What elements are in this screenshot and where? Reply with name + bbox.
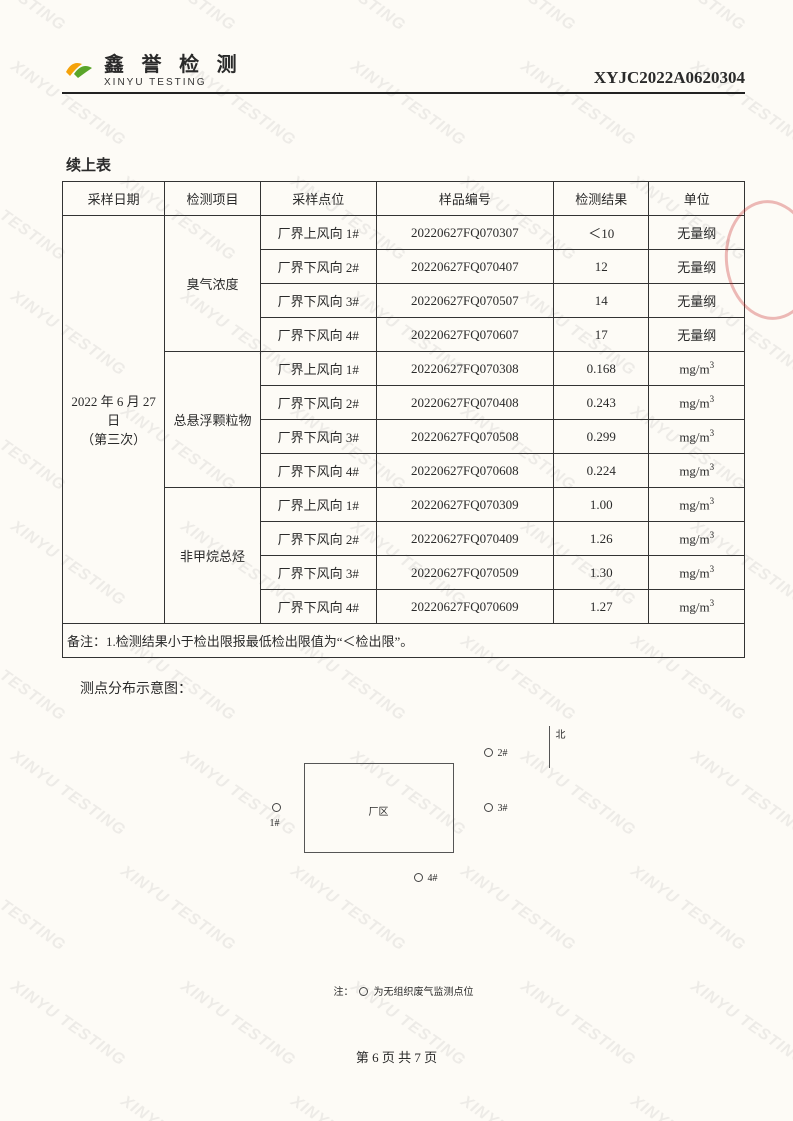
legend-circle-icon bbox=[359, 987, 368, 996]
brand-text: 鑫 誉 检 测 XINYU TESTING bbox=[104, 48, 243, 88]
factory-label: 厂区 bbox=[369, 803, 389, 818]
point-1-label: 1# bbox=[270, 818, 280, 829]
item-cell: 总悬浮颗粒物 bbox=[165, 352, 260, 488]
result-cell: 17 bbox=[554, 318, 649, 352]
note-row: 备注：1.检测结果小于检出限报最低检出限值为“＜检出限”。 bbox=[63, 624, 745, 658]
brand-logo-icon bbox=[62, 54, 96, 82]
unit-cell: mg/m3 bbox=[649, 488, 745, 522]
point-3-label: 3# bbox=[498, 803, 508, 814]
page-footer: 第 6 页 共 7 页 bbox=[0, 1047, 793, 1066]
sample-cell: 20220627FQ070508 bbox=[376, 420, 553, 454]
point-cell: 厂界下风向 2# bbox=[260, 386, 376, 420]
sample-cell: 20220627FQ070408 bbox=[376, 386, 553, 420]
point-cell: 厂界上风向 1# bbox=[260, 488, 376, 522]
sample-cell: 20220627FQ070507 bbox=[376, 284, 553, 318]
point-2-icon bbox=[484, 748, 493, 757]
result-cell: 1.30 bbox=[554, 556, 649, 590]
point-cell: 厂界上风向 1# bbox=[260, 352, 376, 386]
sample-cell: 20220627FQ070308 bbox=[376, 352, 553, 386]
unit-cell: mg/m3 bbox=[649, 352, 745, 386]
unit-cell: mg/m3 bbox=[649, 386, 745, 420]
page-header: 鑫 誉 检 测 XINYU TESTING XYJC2022A0620304 bbox=[62, 48, 745, 94]
sample-cell: 20220627FQ070608 bbox=[376, 454, 553, 488]
table-row: 2022 年 6 月 27 日（第三次）臭气浓度厂界上风向 1#20220627… bbox=[63, 216, 745, 250]
result-cell: 0.168 bbox=[554, 352, 649, 386]
section-title: 续上表 bbox=[66, 154, 745, 175]
col-header: 单位 bbox=[649, 182, 745, 216]
col-header: 检测项目 bbox=[165, 182, 260, 216]
document-number: XYJC2022A0620304 bbox=[594, 68, 745, 88]
unit-cell: 无量纲 bbox=[649, 216, 745, 250]
point-2-label: 2# bbox=[498, 748, 508, 759]
legend-prefix: 注： bbox=[334, 987, 354, 998]
unit-cell: mg/m3 bbox=[649, 420, 745, 454]
sample-cell: 20220627FQ070509 bbox=[376, 556, 553, 590]
point-1-icon bbox=[272, 803, 281, 812]
north-label: 北 bbox=[556, 726, 566, 741]
item-cell: 臭气浓度 bbox=[165, 216, 260, 352]
point-cell: 厂界下风向 2# bbox=[260, 250, 376, 284]
col-header: 样品编号 bbox=[376, 182, 553, 216]
col-header: 采样日期 bbox=[63, 182, 165, 216]
unit-cell: mg/m3 bbox=[649, 522, 745, 556]
diagram-title: 测点分布示意图： bbox=[80, 678, 745, 698]
sample-cell: 20220627FQ070607 bbox=[376, 318, 553, 352]
result-cell: 1.26 bbox=[554, 522, 649, 556]
result-cell: 0.299 bbox=[554, 420, 649, 454]
date-cell: 2022 年 6 月 27 日（第三次） bbox=[63, 216, 165, 624]
point-cell: 厂界下风向 4# bbox=[260, 454, 376, 488]
result-cell: 12 bbox=[554, 250, 649, 284]
results-table: 采样日期检测项目采样点位样品编号检测结果单位 2022 年 6 月 27 日（第… bbox=[62, 181, 745, 658]
unit-cell: mg/m3 bbox=[649, 454, 745, 488]
point-cell: 厂界下风向 4# bbox=[260, 318, 376, 352]
note-cell: 备注：1.检测结果小于检出限报最低检出限值为“＜检出限”。 bbox=[63, 624, 745, 658]
brand-en: XINYU TESTING bbox=[104, 77, 243, 88]
sample-cell: 20220627FQ070309 bbox=[376, 488, 553, 522]
table-row: 非甲烷总烃厂界上风向 1#20220627FQ0703091.00mg/m3 bbox=[63, 488, 745, 522]
col-header: 检测结果 bbox=[554, 182, 649, 216]
unit-cell: 无量纲 bbox=[649, 318, 745, 352]
point-3-icon bbox=[484, 803, 493, 812]
point-cell: 厂界下风向 3# bbox=[260, 556, 376, 590]
unit-cell: 无量纲 bbox=[649, 284, 745, 318]
result-cell: 1.00 bbox=[554, 488, 649, 522]
sample-cell: 20220627FQ070609 bbox=[376, 590, 553, 624]
brand-cn: 鑫 誉 检 测 bbox=[104, 48, 243, 77]
unit-cell: mg/m3 bbox=[649, 590, 745, 624]
result-cell: ＜10 bbox=[554, 216, 649, 250]
brand-block: 鑫 誉 检 测 XINYU TESTING bbox=[62, 48, 243, 88]
sample-cell: 20220627FQ070409 bbox=[376, 522, 553, 556]
result-cell: 14 bbox=[554, 284, 649, 318]
sample-cell: 20220627FQ070307 bbox=[376, 216, 553, 250]
sample-cell: 20220627FQ070407 bbox=[376, 250, 553, 284]
north-line bbox=[549, 726, 550, 768]
col-header: 采样点位 bbox=[260, 182, 376, 216]
item-cell: 非甲烷总烃 bbox=[165, 488, 260, 624]
result-cell: 1.27 bbox=[554, 590, 649, 624]
site-diagram: 厂区 北 1# 2# 3# 4# bbox=[194, 708, 614, 968]
legend-text: 为无组织废气监测点位 bbox=[374, 987, 474, 998]
unit-cell: 无量纲 bbox=[649, 250, 745, 284]
point-cell: 厂界下风向 3# bbox=[260, 420, 376, 454]
unit-cell: mg/m3 bbox=[649, 556, 745, 590]
point-cell: 厂界上风向 1# bbox=[260, 216, 376, 250]
result-cell: 0.224 bbox=[554, 454, 649, 488]
result-cell: 0.243 bbox=[554, 386, 649, 420]
table-row: 总悬浮颗粒物厂界上风向 1#20220627FQ0703080.168mg/m3 bbox=[63, 352, 745, 386]
point-cell: 厂界下风向 3# bbox=[260, 284, 376, 318]
point-cell: 厂界下风向 4# bbox=[260, 590, 376, 624]
point-4-label: 4# bbox=[428, 873, 438, 884]
point-4-icon bbox=[414, 873, 423, 882]
diagram-legend: 注： 为无组织废气监测点位 bbox=[62, 983, 745, 998]
point-cell: 厂界下风向 2# bbox=[260, 522, 376, 556]
